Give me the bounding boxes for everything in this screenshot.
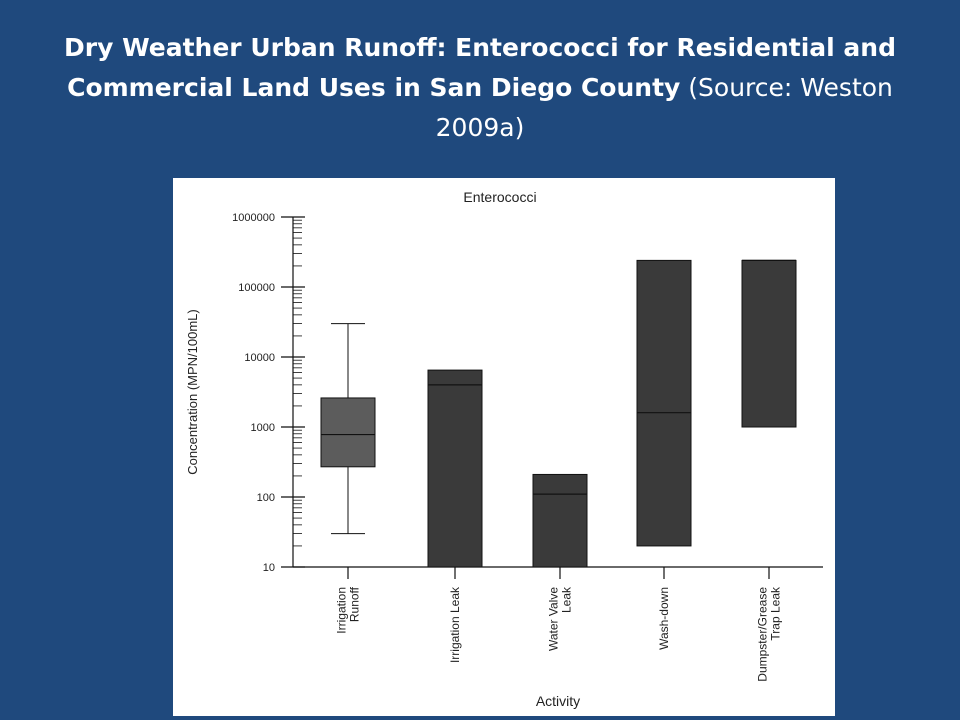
x-tick-label: Dumpster/Grease bbox=[756, 587, 770, 682]
x-tick-label: Irrigation bbox=[335, 587, 349, 634]
y-tick-label: 10 bbox=[263, 562, 275, 574]
y-tick-label: 1000000 bbox=[232, 212, 275, 224]
y-tick-label: 10000 bbox=[244, 352, 275, 364]
chart-panel: Enterococci Concentration (MPN/100mL) Ac… bbox=[173, 178, 835, 716]
y-axis-label: Concentration (MPN/100mL) bbox=[185, 309, 200, 474]
slide-title-source: (Source: Weston 2009a) bbox=[435, 73, 893, 142]
box-iqr bbox=[741, 259, 797, 428]
x-tick-label: Water Valve bbox=[547, 587, 561, 651]
x-tick-label: Leak bbox=[560, 586, 574, 613]
x-tick-label: Wash-down bbox=[657, 587, 671, 650]
x-tick-label: Irrigation Leak bbox=[448, 586, 462, 663]
y-tick-label: 1000 bbox=[251, 422, 275, 434]
slide-title-main: Dry Weather Urban Runoff: Enterococci fo… bbox=[63, 33, 896, 102]
y-tick-label: 100000 bbox=[238, 282, 275, 294]
boxplot-chart: Enterococci Concentration (MPN/100mL) Ac… bbox=[185, 189, 823, 709]
box-iqr bbox=[427, 369, 483, 568]
chart-title: Enterococci bbox=[463, 189, 536, 205]
y-tick-label: 100 bbox=[257, 492, 275, 504]
box-iqr bbox=[320, 397, 376, 468]
box-iqr bbox=[532, 473, 588, 568]
box-iqr bbox=[636, 259, 692, 547]
slide-title: Dry Weather Urban Runoff: Enterococci fo… bbox=[40, 28, 920, 148]
x-tick-label: Runoff bbox=[348, 586, 362, 622]
x-axis-label: Activity bbox=[536, 693, 580, 709]
x-tick-label: Trap Leak bbox=[769, 586, 783, 641]
